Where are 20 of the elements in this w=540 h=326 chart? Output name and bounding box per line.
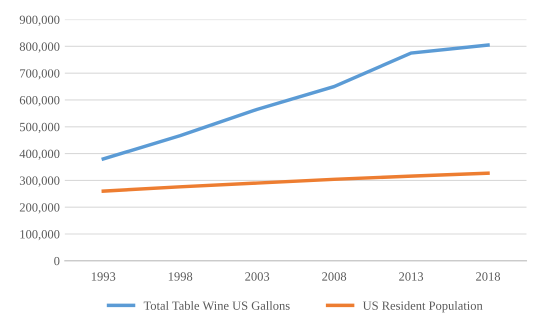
y-tick-label: 300,000 <box>20 176 60 187</box>
y-tick-label: 800,000 <box>20 42 60 53</box>
x-tick-label: 2008 <box>322 272 346 281</box>
y-tick-label: 500,000 <box>20 122 60 134</box>
y-tick-label: 600,000 <box>20 96 60 106</box>
y-tick-label: 100,000 <box>20 230 60 240</box>
legend-label: US Resident Population <box>362 301 483 312</box>
legend-label: Total Table Wine US Gallons <box>144 301 290 310</box>
y-tick-label: 0 <box>54 256 60 266</box>
line-series <box>102 43 490 161</box>
y-tick-label: 200,000 <box>20 203 60 214</box>
y-tick-label: 400,000 <box>20 150 60 160</box>
x-tick-label: 2013 <box>399 272 424 281</box>
x-tick-label: 2003 <box>245 272 270 281</box>
y-tick-label: 900,000 <box>20 16 60 26</box>
x-tick-label: 1993 <box>92 272 116 281</box>
x-tick-label: 2018 <box>476 272 500 281</box>
line-series <box>102 171 490 193</box>
y-tick-label: 700,000 <box>20 69 60 80</box>
x-tick-label: 1998 <box>168 272 192 281</box>
